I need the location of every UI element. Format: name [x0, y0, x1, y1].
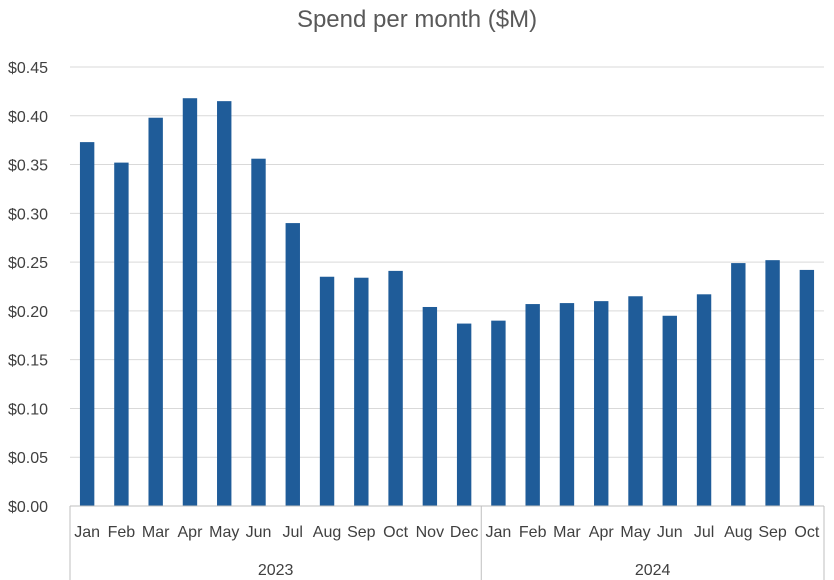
bar — [765, 260, 780, 506]
x-category-label: Jul — [283, 524, 303, 541]
x-category-label: Dec — [450, 524, 478, 541]
bar — [285, 223, 300, 507]
bar — [456, 323, 472, 506]
bar — [114, 162, 129, 507]
x-category-label: Feb — [108, 524, 136, 541]
bar — [731, 263, 746, 506]
y-tick-label: $0.35 — [8, 158, 48, 175]
x-category-label: Jan — [74, 524, 100, 541]
bar — [628, 296, 643, 506]
x-category-label: May — [209, 524, 239, 541]
y-tick-label: $0.40 — [8, 109, 48, 126]
bar — [79, 142, 95, 506]
x-group-label: 2024 — [635, 562, 671, 579]
x-category-label: Mar — [142, 524, 170, 541]
bar — [525, 304, 540, 506]
bars — [79, 98, 815, 507]
bar — [354, 277, 369, 506]
x-axis-categories: Jan Feb Mar Apr May Jun Jul Aug Sep Oct Nov Dec Jan F… — [74, 524, 820, 541]
bar — [662, 315, 677, 506]
x-category-label: Apr — [589, 524, 615, 541]
x-category-label: Sep — [347, 524, 376, 541]
y-tick-label: $0.20 — [8, 304, 48, 321]
x-category-label: Aug — [313, 524, 341, 541]
x-axis-groups: 2023 2024 — [258, 562, 671, 579]
x-category-label: Jun — [657, 524, 683, 541]
y-tick-label: $0.05 — [8, 450, 48, 467]
x-category-label: Aug — [724, 524, 752, 541]
bar — [182, 98, 198, 507]
y-tick-label: $0.10 — [8, 401, 48, 418]
x-category-label: Apr — [178, 524, 204, 541]
x-category-label: Jul — [694, 524, 714, 541]
y-tick-label: $0.45 — [8, 60, 48, 77]
x-category-label: Nov — [416, 524, 444, 541]
bar — [251, 158, 266, 507]
bar — [491, 320, 506, 506]
bar — [594, 301, 609, 506]
bar — [319, 276, 335, 506]
x-category-label: May — [620, 524, 650, 541]
x-category-label: Jan — [486, 524, 512, 541]
y-tick-label: $0.00 — [8, 499, 48, 516]
bar — [559, 303, 575, 506]
bar — [388, 270, 403, 506]
chart-title: Spend per month ($M) — [296, 6, 538, 33]
x-axis — [69, 505, 825, 580]
x-group-label: 2023 — [258, 562, 294, 579]
bar — [217, 101, 232, 507]
bar — [696, 294, 712, 506]
bar — [148, 117, 163, 507]
y-tick-label: $0.15 — [8, 353, 48, 370]
bar — [422, 306, 438, 506]
x-category-label: Oct — [383, 524, 408, 541]
y-axis-ticks: $0.00 $0.05 $0.10 $0.15 $0.20 $0.25 $0.30 $0.35… — [8, 60, 48, 516]
y-tick-label: $0.25 — [8, 255, 48, 272]
x-category-label: Sep — [758, 524, 787, 541]
bar — [799, 269, 815, 506]
x-category-label: Oct — [794, 524, 819, 541]
y-tick-label: $0.30 — [8, 206, 48, 223]
x-category-label: Feb — [519, 524, 547, 541]
x-category-label: Jun — [246, 524, 272, 541]
x-category-label: Mar — [553, 524, 581, 541]
